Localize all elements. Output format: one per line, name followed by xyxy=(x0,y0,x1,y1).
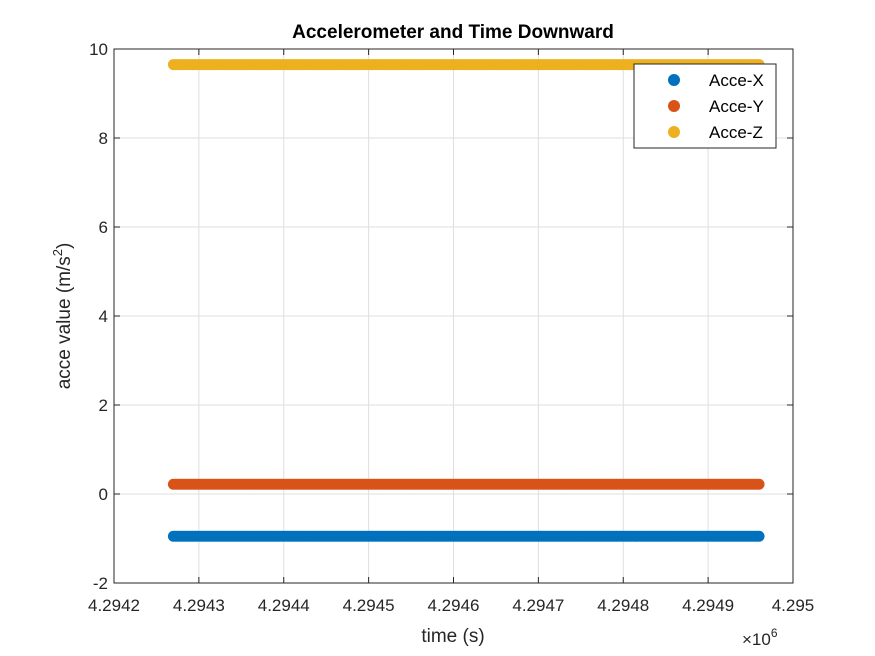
legend-marker xyxy=(668,74,680,86)
y-tick-label: 10 xyxy=(89,40,108,59)
legend-marker xyxy=(668,126,680,138)
legend-label: Acce-Y xyxy=(709,97,764,116)
y-tick-label: -2 xyxy=(93,574,108,593)
x-tick-label: 4.2946 xyxy=(428,596,480,615)
series-acce-x xyxy=(167,530,765,542)
legend: Acce-X Acce-Y Acce-Z xyxy=(633,63,777,149)
y-tick-label: 8 xyxy=(99,129,108,148)
y-tick-label: 2 xyxy=(99,396,108,415)
x-exponent-base: ×10 xyxy=(742,630,771,649)
x-tick-label: 4.2949 xyxy=(682,596,734,615)
x-tick-label: 4.2945 xyxy=(343,596,395,615)
legend-label: Acce-Z xyxy=(709,123,763,142)
x-tick-label: 4.295 xyxy=(772,596,815,615)
chart-title: Accelerometer and Time Downward xyxy=(292,22,614,43)
y-tick-label: 4 xyxy=(99,307,108,326)
x-tick-label: 4.2942 xyxy=(88,596,140,615)
y-label-superscript: 2 xyxy=(50,249,65,256)
x-tick-label: 4.2943 xyxy=(173,596,225,615)
y-tick-label: 6 xyxy=(99,218,108,237)
y-label-main: acce value (m/s xyxy=(54,256,75,389)
x-axis-label: time (s) xyxy=(421,626,484,647)
axis-ticks xyxy=(113,48,794,584)
x-tick-labels: 4.2942 4.2943 4.2944 4.2945 4.2946 4.2947 4.29… xyxy=(88,596,814,615)
legend-box xyxy=(633,63,777,149)
legend-marker xyxy=(668,100,680,112)
x-exponent-power: 6 xyxy=(771,626,778,640)
data-point xyxy=(753,530,765,542)
y-axis-label: acce value (m/s2) xyxy=(50,243,75,390)
series-acce-y xyxy=(167,478,765,490)
y-tick-label: 0 xyxy=(99,485,108,504)
x-axis-exponent: ×106 xyxy=(742,626,778,649)
legend-label: Acce-X xyxy=(709,71,764,90)
y-tick-labels: -2 0 2 4 6 8 10 xyxy=(89,40,108,593)
x-tick-label: 4.2944 xyxy=(258,596,310,615)
x-tick-label: 4.2947 xyxy=(512,596,564,615)
y-label-end: ) xyxy=(54,243,75,249)
data-point xyxy=(753,478,765,490)
x-tick-label: 4.2948 xyxy=(597,596,649,615)
